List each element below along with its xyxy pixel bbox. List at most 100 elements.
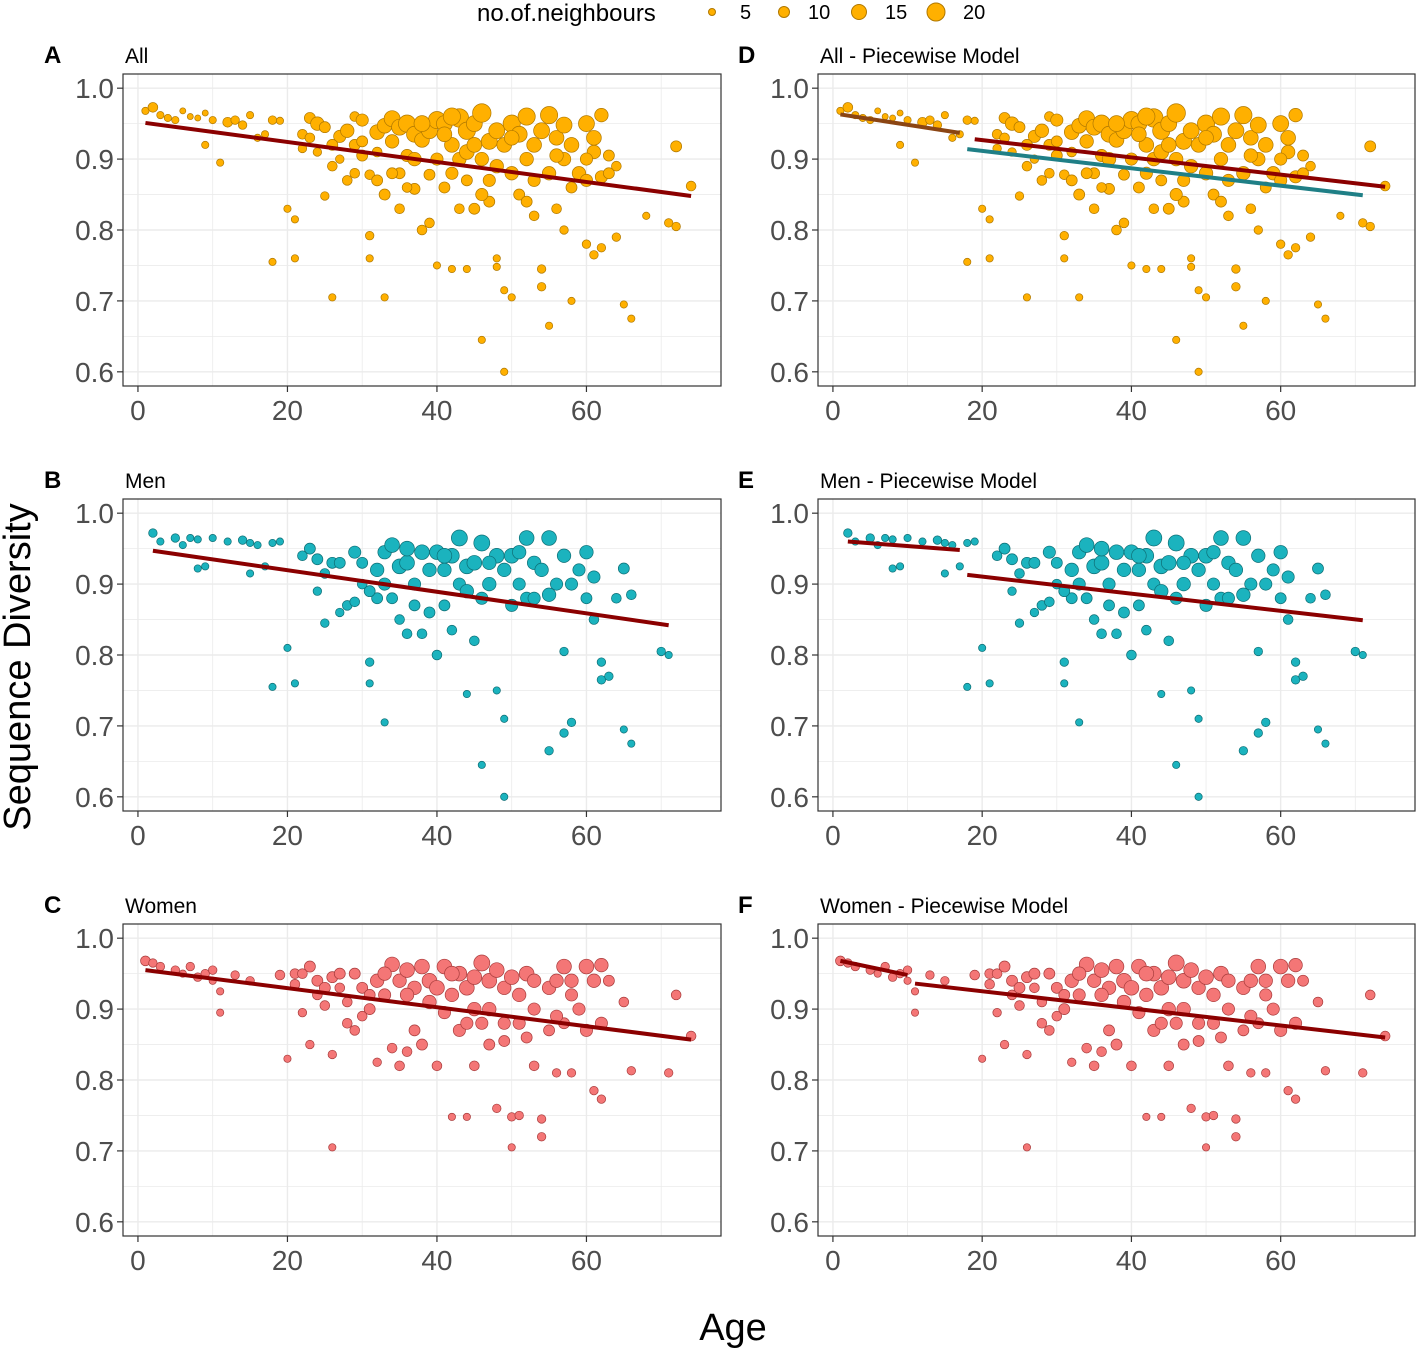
data-point xyxy=(1258,973,1273,988)
data-point xyxy=(371,592,384,605)
data-point xyxy=(148,958,158,968)
data-point xyxy=(414,958,430,975)
legend-dot-15 xyxy=(851,4,867,20)
x-tick-label: 40 xyxy=(1116,395,1147,426)
y-tick-label: 0.6 xyxy=(770,782,809,813)
data-point xyxy=(1080,167,1093,180)
data-point xyxy=(1108,958,1125,975)
data-point xyxy=(581,239,592,249)
data-point xyxy=(566,1068,577,1078)
data-point xyxy=(1131,547,1147,564)
data-point xyxy=(297,968,308,979)
data-point xyxy=(246,111,255,120)
data-point xyxy=(1221,1002,1235,1016)
data-point xyxy=(451,529,468,547)
data-point xyxy=(394,1060,405,1072)
data-point xyxy=(438,599,451,612)
data-point xyxy=(436,126,453,143)
data-point xyxy=(1059,657,1069,667)
data-point xyxy=(399,540,415,557)
data-point xyxy=(492,262,501,271)
y-tick-label: 1.0 xyxy=(770,923,809,954)
y-axis-title: Sequence Diversity xyxy=(0,503,39,830)
x-axis-title: Age xyxy=(699,1307,767,1349)
data-point xyxy=(349,168,360,179)
data-point xyxy=(492,686,501,695)
data-point xyxy=(1044,168,1055,179)
data-point xyxy=(642,211,651,220)
data-point xyxy=(896,562,905,571)
data-point xyxy=(1259,577,1273,591)
data-point xyxy=(596,675,607,685)
y-tick-label: 0.8 xyxy=(770,1065,809,1096)
data-point xyxy=(1282,614,1294,625)
data-point xyxy=(473,954,491,972)
y-tick-label: 0.6 xyxy=(770,357,809,388)
data-point xyxy=(365,231,375,241)
data-point xyxy=(881,113,889,120)
data-point xyxy=(1065,174,1078,187)
panel-title-f: Women - Piecewise Model xyxy=(820,895,1068,918)
data-point xyxy=(1131,562,1146,578)
data-point xyxy=(1127,261,1136,270)
data-point xyxy=(1202,293,1211,302)
data-point xyxy=(1228,562,1244,578)
data-point xyxy=(1281,570,1295,584)
panel-c-women: C Women 0 20 40 60 0.6 0.7 0.8 0.9 1.0 xyxy=(44,892,722,1276)
data-point xyxy=(587,570,601,584)
data-point xyxy=(1157,689,1166,699)
data-point xyxy=(1118,606,1130,619)
data-point xyxy=(1093,555,1110,571)
data-point xyxy=(1213,530,1229,546)
panel-letter-a: A xyxy=(44,42,61,69)
data-point xyxy=(586,973,602,988)
data-point xyxy=(881,533,890,543)
data-point xyxy=(1154,1016,1168,1030)
data-point xyxy=(603,974,615,987)
y-tick-label: 0.6 xyxy=(75,782,114,813)
data-point xyxy=(1231,1132,1241,1142)
x-tick-label: 60 xyxy=(1265,1245,1296,1276)
data-point xyxy=(559,646,569,657)
data-point xyxy=(1186,1103,1196,1113)
data-point xyxy=(991,968,1003,979)
data-point xyxy=(399,962,415,978)
data-point xyxy=(436,547,453,564)
data-point xyxy=(497,562,512,578)
data-point xyxy=(208,533,217,543)
data-point xyxy=(1223,210,1234,222)
data-point xyxy=(888,535,897,544)
data-point xyxy=(469,1060,480,1072)
data-point xyxy=(545,321,554,330)
data-point xyxy=(492,1103,502,1113)
data-point xyxy=(1029,607,1040,618)
data-point xyxy=(1096,182,1107,193)
x-tick-label: 60 xyxy=(571,820,602,851)
data-point xyxy=(619,725,628,734)
data-point xyxy=(963,682,972,691)
data-point xyxy=(363,1003,376,1015)
data-point xyxy=(1320,589,1331,600)
fit-line-d-1 xyxy=(840,112,961,135)
data-point xyxy=(1138,965,1155,982)
data-point xyxy=(1364,989,1376,1001)
data-point xyxy=(319,1000,331,1011)
data-point xyxy=(1072,988,1086,1002)
data-point xyxy=(540,106,559,125)
y-tick-label: 1.0 xyxy=(770,73,809,104)
data-point xyxy=(423,606,436,619)
data-point xyxy=(466,137,483,153)
data-point xyxy=(1280,130,1296,146)
y-tick-label: 1.0 xyxy=(75,923,114,954)
panel-title-e: Men - Piecewise Model xyxy=(820,470,1037,493)
data-point xyxy=(1088,203,1100,214)
data-point xyxy=(408,1024,421,1037)
data-point xyxy=(365,657,375,667)
y-tick-label: 0.8 xyxy=(75,215,114,246)
data-point xyxy=(1297,149,1309,162)
x-tick-label: 0 xyxy=(825,395,841,426)
data-point xyxy=(267,115,278,125)
legend-label-10: 10 xyxy=(808,2,830,24)
data-point xyxy=(518,530,535,546)
y-tick-label: 0.9 xyxy=(75,569,114,600)
